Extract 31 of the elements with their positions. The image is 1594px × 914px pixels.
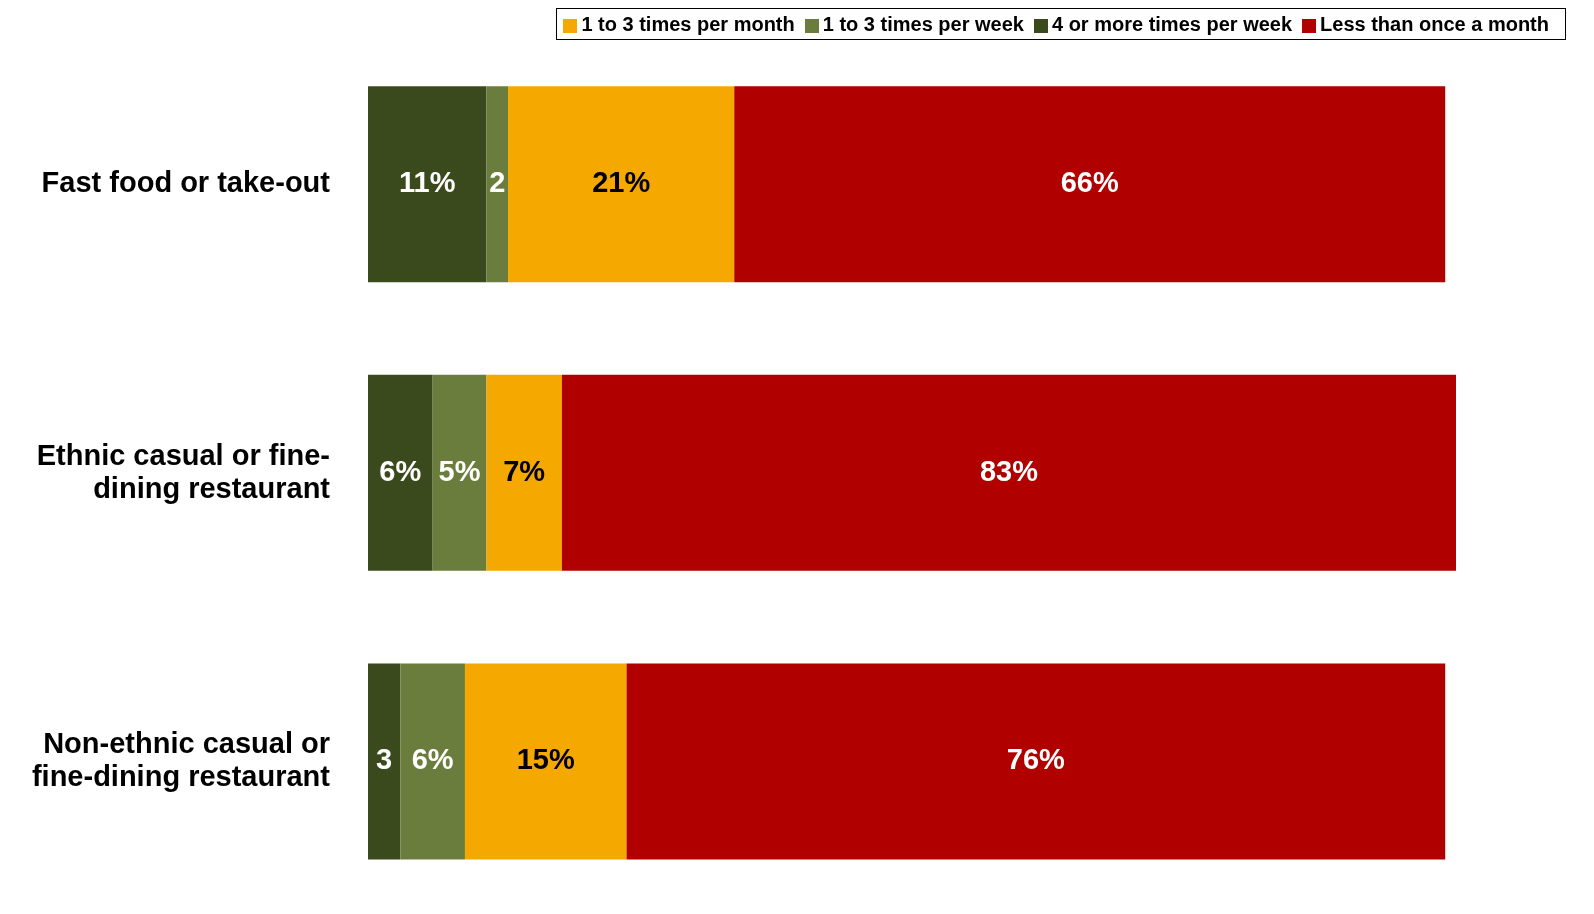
bar — [464, 663, 627, 860]
legend-label: Less than once a month — [1320, 13, 1549, 35]
data-label: 3 — [376, 743, 393, 776]
bar — [432, 374, 487, 571]
y-tick-label: Fast food or take-out — [41, 165, 331, 198]
bar — [486, 86, 509, 283]
data-label: 21% — [592, 165, 651, 198]
data-label: 66% — [1060, 165, 1119, 198]
data-label: 76% — [1006, 743, 1066, 776]
bar — [734, 86, 1446, 283]
data-label: 2 — [489, 165, 506, 198]
y-tick-label: Ethnic casual or fine-dining restaurant — [36, 438, 331, 504]
bar — [508, 86, 735, 283]
bar — [368, 663, 401, 860]
legend-label: 1 to 3 times per week — [822, 13, 1024, 35]
bar — [561, 374, 1456, 571]
bar — [626, 663, 1446, 860]
data-label: 83% — [979, 454, 1039, 487]
data-label: 7% — [503, 454, 546, 487]
bar — [368, 374, 433, 571]
bar — [486, 374, 562, 571]
data-label: 15% — [516, 743, 575, 776]
bar — [400, 663, 465, 860]
data-label: 6% — [379, 454, 422, 487]
data-label: 11% — [399, 165, 456, 198]
data-label: 5% — [438, 454, 481, 487]
legend-label: 4 or more times per week — [1051, 13, 1293, 35]
data-label: 6% — [411, 743, 454, 776]
y-tick-label: Non-ethnic casual or fine-dining restaurant — [31, 726, 331, 792]
bar — [368, 86, 487, 283]
legend-label: 1 to 3 times per month — [581, 13, 795, 35]
